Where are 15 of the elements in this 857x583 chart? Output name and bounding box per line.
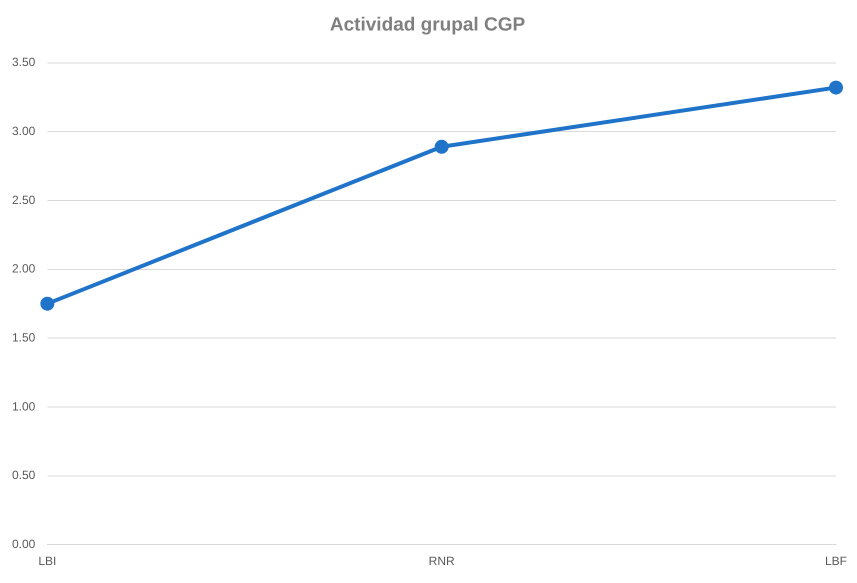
y-tick-label: 1.50 bbox=[12, 330, 36, 344]
y-tick-label: 2.50 bbox=[12, 192, 36, 207]
point bbox=[434, 140, 449, 154]
point bbox=[828, 80, 843, 95]
x-tick-label: LBI bbox=[38, 554, 56, 568]
y-tick-label: 1.00 bbox=[12, 399, 36, 414]
y-tick-label: 0.50 bbox=[12, 468, 36, 482]
y-tick-label: 0.00 bbox=[12, 536, 36, 551]
x-tick-label: LBF bbox=[824, 554, 848, 568]
y-tick-label: 2.00 bbox=[12, 262, 36, 276]
chart-title: Actividad grupal CGP bbox=[330, 14, 526, 36]
point bbox=[40, 296, 54, 311]
x-tick-label: RNR bbox=[428, 554, 456, 568]
y-tick-label: 3.50 bbox=[12, 55, 36, 70]
y-tick-label: 3.00 bbox=[12, 124, 36, 138]
